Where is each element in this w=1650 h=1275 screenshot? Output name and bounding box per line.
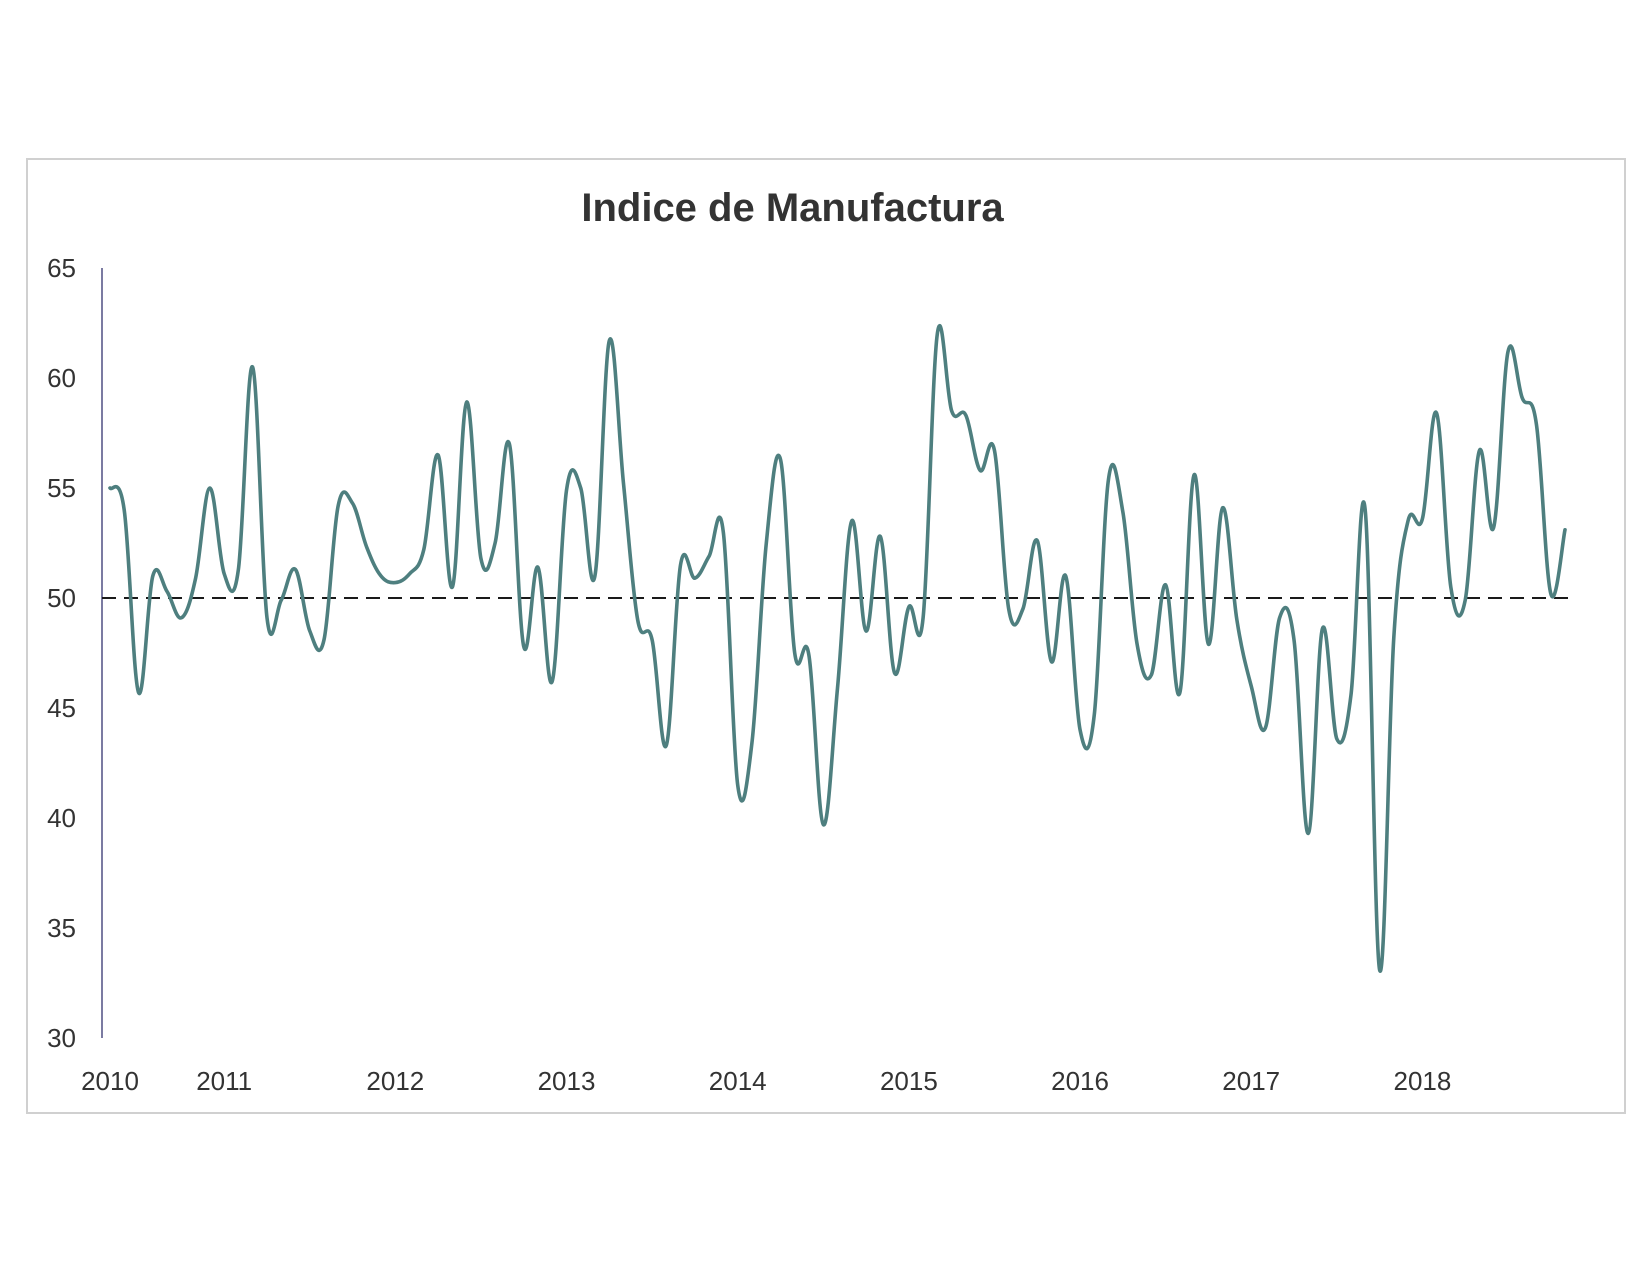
x-tick-label: 2013: [538, 1066, 596, 1096]
x-tick-label: 2011: [196, 1066, 252, 1096]
y-tick-label: 50: [47, 583, 76, 613]
y-tick-label: 60: [47, 363, 76, 393]
y-axis: 30 35 40 45 50 55 60 65: [47, 253, 103, 1053]
x-tick-label: 2010: [81, 1066, 139, 1096]
y-tick-label: 45: [47, 693, 76, 723]
x-tick-label: 2018: [1393, 1066, 1451, 1096]
y-tick-label: 65: [47, 253, 76, 283]
y-tick-label: 40: [47, 803, 76, 833]
x-tick-label: 2014: [709, 1066, 767, 1096]
y-tick-label: 35: [47, 913, 76, 943]
x-tick-label: 2012: [366, 1066, 424, 1096]
chart-title: Indice de Manufactura: [581, 186, 1004, 230]
chart-frame: [26, 158, 1626, 1114]
y-tick-label: 30: [47, 1023, 76, 1053]
series-group: [108, 323, 1567, 973]
x-axis: 2010 2011 2012 2013 2014 2015 2016 2017 2018: [81, 1066, 1451, 1096]
series-line-0: [108, 323, 1567, 973]
x-tick-label: 2016: [1051, 1066, 1109, 1096]
x-tick-label: 2015: [880, 1066, 938, 1096]
y-tick-label: 55: [47, 473, 76, 503]
x-tick-label: 2017: [1222, 1066, 1280, 1096]
